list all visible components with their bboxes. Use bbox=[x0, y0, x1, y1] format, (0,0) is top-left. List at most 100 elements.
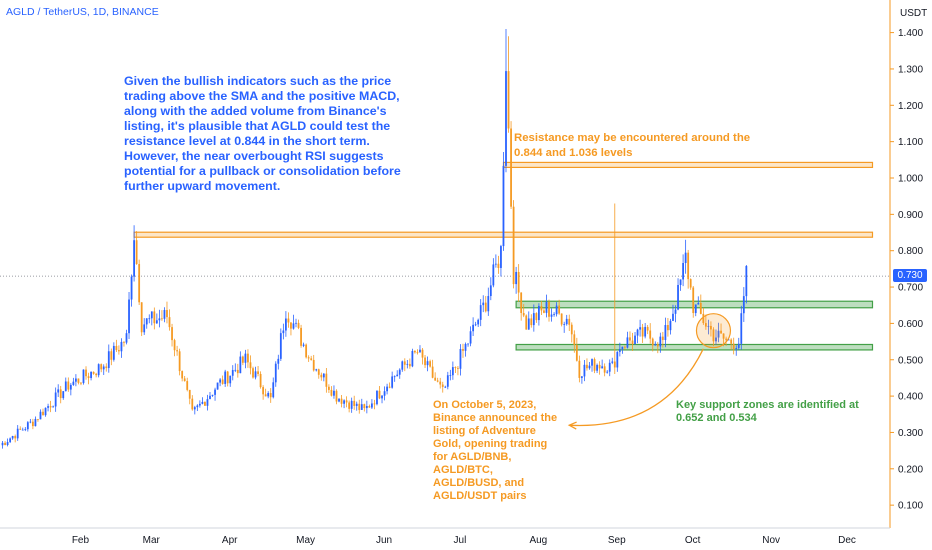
candle bbox=[732, 337, 735, 355]
candle-body bbox=[479, 305, 482, 320]
candle-body bbox=[87, 376, 90, 379]
candle-body bbox=[403, 361, 406, 365]
candle-body bbox=[297, 322, 300, 328]
x-tick-label: May bbox=[296, 535, 315, 546]
candle-body bbox=[287, 318, 290, 323]
candle-body bbox=[692, 287, 695, 314]
candle bbox=[62, 391, 65, 400]
candle bbox=[393, 375, 396, 382]
candle bbox=[163, 307, 166, 323]
candle bbox=[383, 386, 386, 401]
chart-overlays bbox=[567, 313, 732, 430]
candle bbox=[730, 338, 733, 350]
candle bbox=[330, 386, 333, 397]
candle-body bbox=[178, 351, 181, 372]
candle-body bbox=[578, 360, 581, 378]
candle bbox=[277, 354, 280, 370]
candle bbox=[340, 395, 343, 408]
candle-body bbox=[715, 337, 717, 342]
candle bbox=[661, 331, 664, 348]
candle bbox=[426, 356, 429, 372]
candle-body bbox=[730, 339, 733, 344]
candle-body bbox=[497, 263, 500, 268]
candle bbox=[198, 400, 201, 408]
candle-body bbox=[112, 345, 115, 360]
candle-body bbox=[118, 350, 120, 352]
candle-body bbox=[130, 276, 133, 300]
candle-body bbox=[393, 376, 396, 378]
candle bbox=[97, 363, 100, 378]
candle-body bbox=[371, 403, 373, 408]
candle-body bbox=[545, 301, 548, 313]
candle bbox=[64, 377, 67, 392]
candle bbox=[262, 385, 265, 400]
candle-body bbox=[449, 375, 452, 376]
y-tick-label: 0.300 bbox=[898, 428, 923, 439]
candle-body bbox=[125, 333, 128, 343]
candle-body bbox=[368, 405, 371, 408]
candle-body bbox=[135, 240, 138, 265]
candle-body bbox=[325, 373, 328, 387]
candle-body bbox=[634, 335, 636, 345]
candle-body bbox=[290, 322, 292, 329]
candle-body bbox=[37, 418, 39, 420]
outlook-annotation: Given the bullish indicators such as the… bbox=[124, 74, 401, 193]
candle-body bbox=[153, 311, 156, 324]
candle-body bbox=[64, 381, 67, 392]
candle bbox=[191, 395, 194, 411]
candle bbox=[338, 398, 340, 403]
candle bbox=[406, 359, 409, 369]
candle-body bbox=[110, 351, 113, 360]
candle bbox=[373, 399, 376, 410]
candle-body bbox=[505, 71, 507, 166]
candle bbox=[601, 359, 604, 369]
candle-body bbox=[512, 206, 515, 285]
symbol-title[interactable]: AGLD / TetherUS, 1D, BINANCE bbox=[6, 6, 159, 18]
curved-arrow bbox=[569, 348, 704, 427]
candle bbox=[150, 311, 153, 326]
candle bbox=[467, 343, 469, 347]
candle-body bbox=[618, 349, 621, 352]
candle bbox=[654, 341, 657, 346]
candle-body bbox=[115, 345, 118, 351]
candle-body bbox=[219, 379, 222, 383]
candle bbox=[130, 274, 133, 307]
candle bbox=[350, 397, 353, 413]
candle bbox=[631, 332, 634, 352]
time-axis[interactable]: Feb Mar Apr May Jun Jul Aug Sep Oct Nov Dec bbox=[0, 527, 890, 546]
candle bbox=[135, 231, 138, 265]
candle bbox=[444, 385, 447, 389]
candle-body bbox=[540, 305, 543, 311]
candle-body bbox=[163, 310, 166, 319]
candle-body bbox=[469, 331, 472, 344]
y-tick-label: 0.500 bbox=[898, 355, 923, 366]
candle bbox=[573, 330, 576, 353]
candle-body bbox=[241, 356, 244, 363]
candle-body bbox=[520, 292, 523, 314]
candle bbox=[244, 349, 247, 369]
candle-body bbox=[527, 318, 530, 330]
candle-body bbox=[573, 334, 576, 346]
candle-body bbox=[431, 366, 434, 378]
candle-body bbox=[742, 296, 745, 314]
candle-body bbox=[44, 407, 47, 416]
candle bbox=[525, 314, 528, 330]
candle-body bbox=[82, 369, 85, 384]
candle-body bbox=[47, 406, 49, 408]
candle bbox=[282, 323, 285, 340]
candle bbox=[267, 391, 270, 399]
candle-body bbox=[59, 389, 62, 399]
candle bbox=[305, 343, 308, 359]
candle-body bbox=[378, 390, 381, 399]
candle-body bbox=[305, 344, 308, 358]
price-axis[interactable]: 0.100 0.200 0.300 0.400 0.500 0.600 0.700 0.800… bbox=[889, 0, 923, 528]
candle-body bbox=[459, 348, 462, 369]
candle-body bbox=[434, 377, 437, 381]
candle-body bbox=[548, 301, 550, 317]
candle-body bbox=[105, 366, 108, 369]
candle-body bbox=[161, 318, 163, 320]
candle bbox=[320, 372, 323, 381]
candle bbox=[16, 425, 19, 441]
candle-body bbox=[421, 349, 424, 358]
candle bbox=[67, 377, 70, 392]
